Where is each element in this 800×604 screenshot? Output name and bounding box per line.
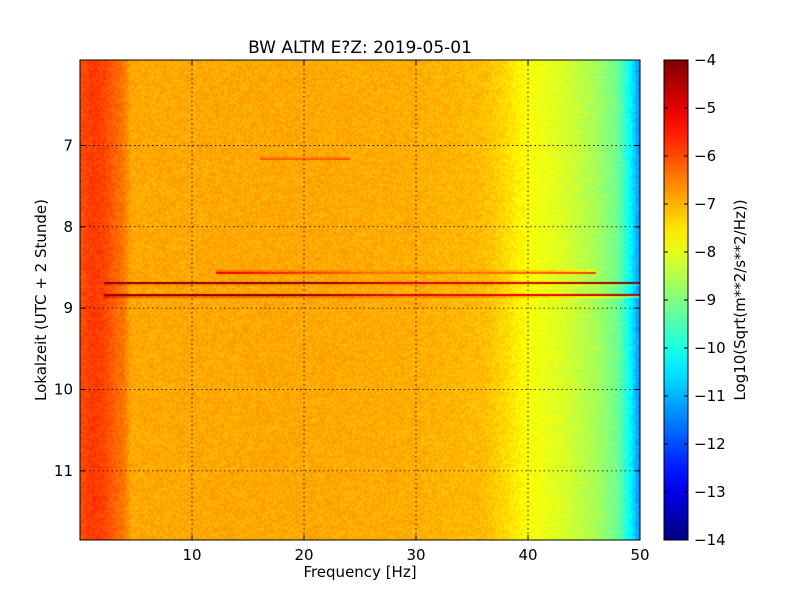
colorbar-tick-label: −13 <box>694 483 726 501</box>
y-axis-ticks: 7 8 9 10 11 <box>54 136 640 480</box>
colorbar-tick-label: −14 <box>694 531 726 549</box>
colorbar-tick-label: −8 <box>694 243 716 261</box>
colorbar-tick-label: −11 <box>694 387 726 405</box>
colorbar-tick-label: −5 <box>694 99 716 117</box>
y-tick-label: 7 <box>63 136 73 154</box>
colorbar-tick-label: −9 <box>694 291 716 309</box>
x-axis-label: Frequency [Hz] <box>303 563 416 581</box>
x-tick-label: 30 <box>406 546 425 564</box>
y-tick-label: 11 <box>54 462 73 480</box>
heatmap-raster <box>80 60 640 540</box>
y-tick-label: 10 <box>54 380 73 398</box>
colorbar-ticks: −4 −5 −6 −7 −8 −9 −10 −11 −12 −13 −14 <box>664 51 726 549</box>
x-tick-label: 10 <box>182 546 201 564</box>
x-tick-label: 50 <box>630 546 649 564</box>
plot-frame <box>79 59 641 541</box>
colorbar-tick-label: −7 <box>694 195 716 213</box>
x-tick-label: 40 <box>518 546 537 564</box>
y-axis-label: Lokalzeit (UTC + 2 Stunde) <box>32 199 50 401</box>
colorbar-label: Log10(Sqrt(m**2/s**2/Hz)) <box>731 199 749 400</box>
y-tick-label: 9 <box>63 299 73 317</box>
colorbar-tick-label: −6 <box>694 147 716 165</box>
x-axis-ticks: 10 20 30 40 50 <box>182 60 650 564</box>
chart-title: BW ALTM E?Z: 2019-05-01 <box>248 38 472 58</box>
colorbar-tick-label: −4 <box>694 51 716 69</box>
colorbar-tick-label: −12 <box>694 435 726 453</box>
y-tick-label: 8 <box>63 218 73 236</box>
x-tick-label: 20 <box>294 546 313 564</box>
spectrogram-heatmap <box>80 60 640 540</box>
colorbar-tick-label: −10 <box>694 339 726 357</box>
